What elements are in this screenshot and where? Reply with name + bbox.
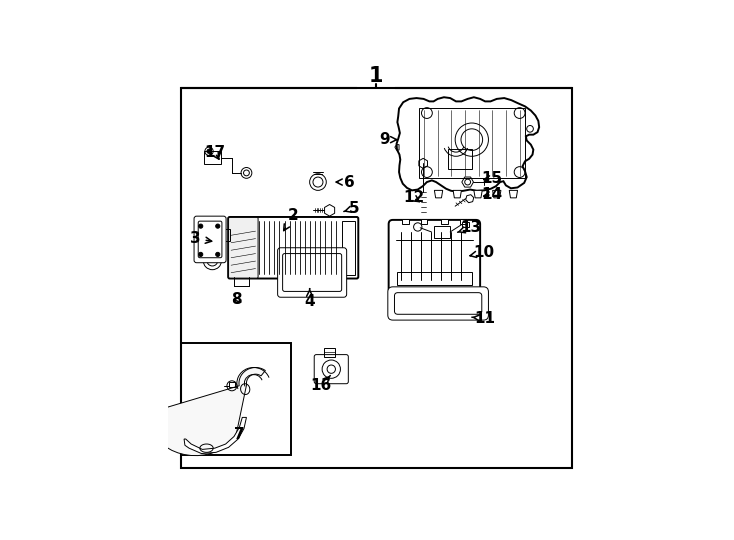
Polygon shape [441,219,448,224]
Text: 3: 3 [190,231,211,246]
Polygon shape [474,191,482,198]
Circle shape [207,149,211,153]
FancyBboxPatch shape [314,355,349,384]
Bar [448,149,472,168]
Polygon shape [460,219,467,224]
Bar [204,151,222,164]
Circle shape [216,252,220,256]
FancyBboxPatch shape [228,218,258,278]
Text: 13: 13 [457,220,482,235]
FancyBboxPatch shape [228,217,358,279]
Text: 7: 7 [233,427,244,442]
Text: 2: 2 [284,208,299,231]
Bar [181,343,291,455]
Text: 5: 5 [344,201,360,216]
Text: 14: 14 [482,187,502,202]
Bar [462,222,469,227]
Text: 6: 6 [336,174,355,190]
Bar [434,226,450,238]
Text: 11: 11 [472,311,495,326]
FancyBboxPatch shape [277,248,346,297]
Polygon shape [184,417,247,454]
Text: 15: 15 [482,171,502,186]
Bar [397,272,472,285]
Polygon shape [421,219,427,224]
Text: 17: 17 [204,145,225,160]
FancyBboxPatch shape [388,287,488,320]
Polygon shape [402,219,409,224]
Bar [228,382,235,388]
Text: 4: 4 [305,289,315,309]
Polygon shape [493,191,501,198]
Circle shape [199,252,203,256]
Polygon shape [435,191,443,198]
Text: 1: 1 [369,66,383,86]
Polygon shape [453,191,462,198]
Bar [419,108,526,178]
Bar [324,348,335,357]
FancyBboxPatch shape [388,220,480,293]
FancyBboxPatch shape [194,216,226,263]
Circle shape [216,224,220,228]
Text: 10: 10 [470,245,495,260]
Polygon shape [509,191,517,198]
Bar [342,221,355,275]
Polygon shape [150,368,266,456]
Text: 16: 16 [310,375,332,393]
Text: 9: 9 [379,132,396,147]
Text: 8: 8 [231,292,242,307]
Circle shape [199,224,203,228]
Text: 12: 12 [403,191,424,205]
